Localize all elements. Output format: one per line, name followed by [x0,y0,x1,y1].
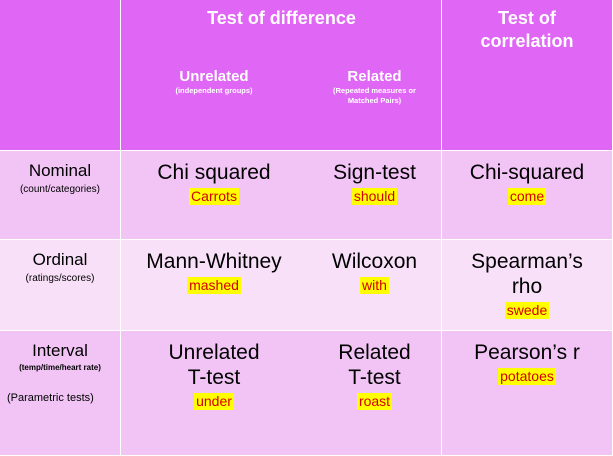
ordinal-difference-cells: Mann-Whitney mashed Wilcoxon with [121,240,442,331]
interval-label: Interval [32,341,88,360]
header-related: Related (Repeated measures or Matched Pa… [307,38,441,150]
header-test-of-correlation: Test of correlation [442,0,613,151]
interval-related-line1: Related [338,341,411,364]
ordinal-related: Wilcoxon with [307,240,441,330]
header-unrelated: Unrelated (independent groups) [121,38,307,150]
interval-unrelated-line1: Unrelated [168,341,260,364]
related-note-line2: Matched Pairs) [347,96,402,105]
nominal-related-test: Sign-test [333,161,416,184]
ordinal-unrelated-hint: mashed [187,277,241,294]
ordinal-unrelated-test: Mann-Whitney [146,250,282,273]
interval-unrelated-hint: under [194,393,234,410]
ordinal-unrelated: Mann-Whitney mashed [121,240,307,330]
row-label-nominal: Nominal (count/categories) [0,151,121,240]
nominal-related-hint: should [351,188,398,205]
interval-unrelated: Unrelated T-test under [121,331,307,455]
header-corner [0,0,121,151]
nominal-difference-cells: Chi squared Carrots Sign-test should [121,151,442,240]
nominal-correlation: Chi-squared come [442,151,613,240]
corr-title-line1: Test of [498,8,556,28]
unrelated-label: Unrelated [179,68,249,85]
unrelated-note: (independent groups) [175,86,253,95]
ordinal-correlation-hint: swede [504,302,550,319]
header-test-of-difference: Test of difference Unrelated (independen… [121,0,442,151]
ordinal-sub: (ratings/scores) [25,273,95,284]
row-label-interval: Interval (temp/time/heart rate) (Paramet… [0,331,121,456]
diff-title: Test of difference [207,8,356,28]
interval-related-line2: T-test [348,366,401,389]
corr-title-line2: correlation [480,31,574,51]
nominal-correlation-hint: come [507,188,547,205]
nominal-sub: (count/categories) [19,184,101,195]
related-note-line1: (Repeated measures or [333,86,416,95]
interval-related: Related T-test roast [307,331,441,455]
interval-unrelated-line2: T-test [187,366,241,389]
interval-related-hint: roast [356,393,393,410]
row-label-ordinal: Ordinal (ratings/scores) [0,240,121,331]
interval-param: (Parametric tests) [7,392,94,404]
nominal-unrelated: Chi squared Carrots [121,151,307,239]
nominal-label: Nominal [28,161,92,180]
interval-sub: (temp/time/heart rate) [19,363,101,372]
nominal-related: Sign-test should [307,151,441,239]
ordinal-correlation-line2: rho [511,275,543,298]
nominal-unrelated-test: Chi squared [157,161,271,184]
interval-correlation-hint: potatoes [498,368,556,385]
ordinal-related-test: Wilcoxon [331,250,418,273]
ordinal-related-hint: with [360,277,389,294]
interval-difference-cells: Unrelated T-test under Related T-test ro… [121,331,442,456]
related-label: Related [347,68,402,85]
interval-correlation: Pearson’s r potatoes [442,331,613,456]
nominal-unrelated-hint: Carrots [189,188,239,205]
ordinal-label: Ordinal [32,250,88,269]
ordinal-correlation: Spearman’s rho swede [442,240,613,331]
nominal-correlation-test: Chi-squared [469,161,585,184]
interval-correlation-test: Pearson’s r [474,341,580,364]
ordinal-correlation-line1: Spearman’s [471,250,583,273]
